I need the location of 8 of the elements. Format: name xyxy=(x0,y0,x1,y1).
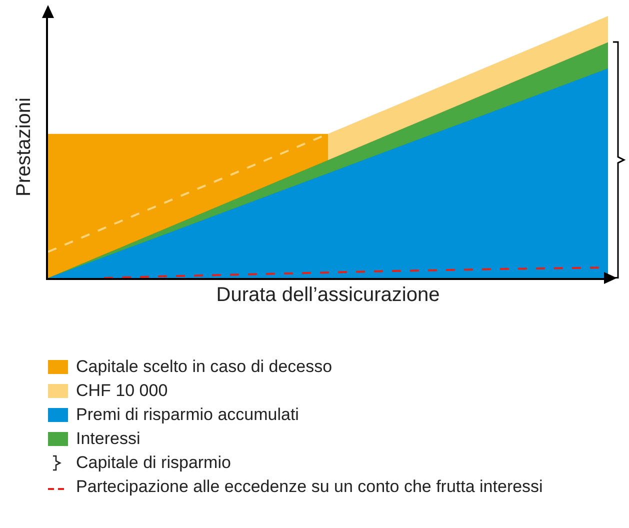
legend-label: Interessi xyxy=(76,428,140,449)
legend-label: CHF 10 000 xyxy=(76,380,168,401)
y-axis-title: Prestazioni xyxy=(13,98,35,196)
legend-label: Partecipazione alle eccedenze su un conto che frutta interessi xyxy=(76,476,543,497)
text: Capitale di risparmio xyxy=(76,452,231,473)
x-axis-title: Durata dell’assicurazione xyxy=(216,284,440,306)
legend-label: Premi di risparmio accumulati xyxy=(76,404,299,425)
legend-label: Capitale scelto in caso di decesso xyxy=(76,356,332,377)
